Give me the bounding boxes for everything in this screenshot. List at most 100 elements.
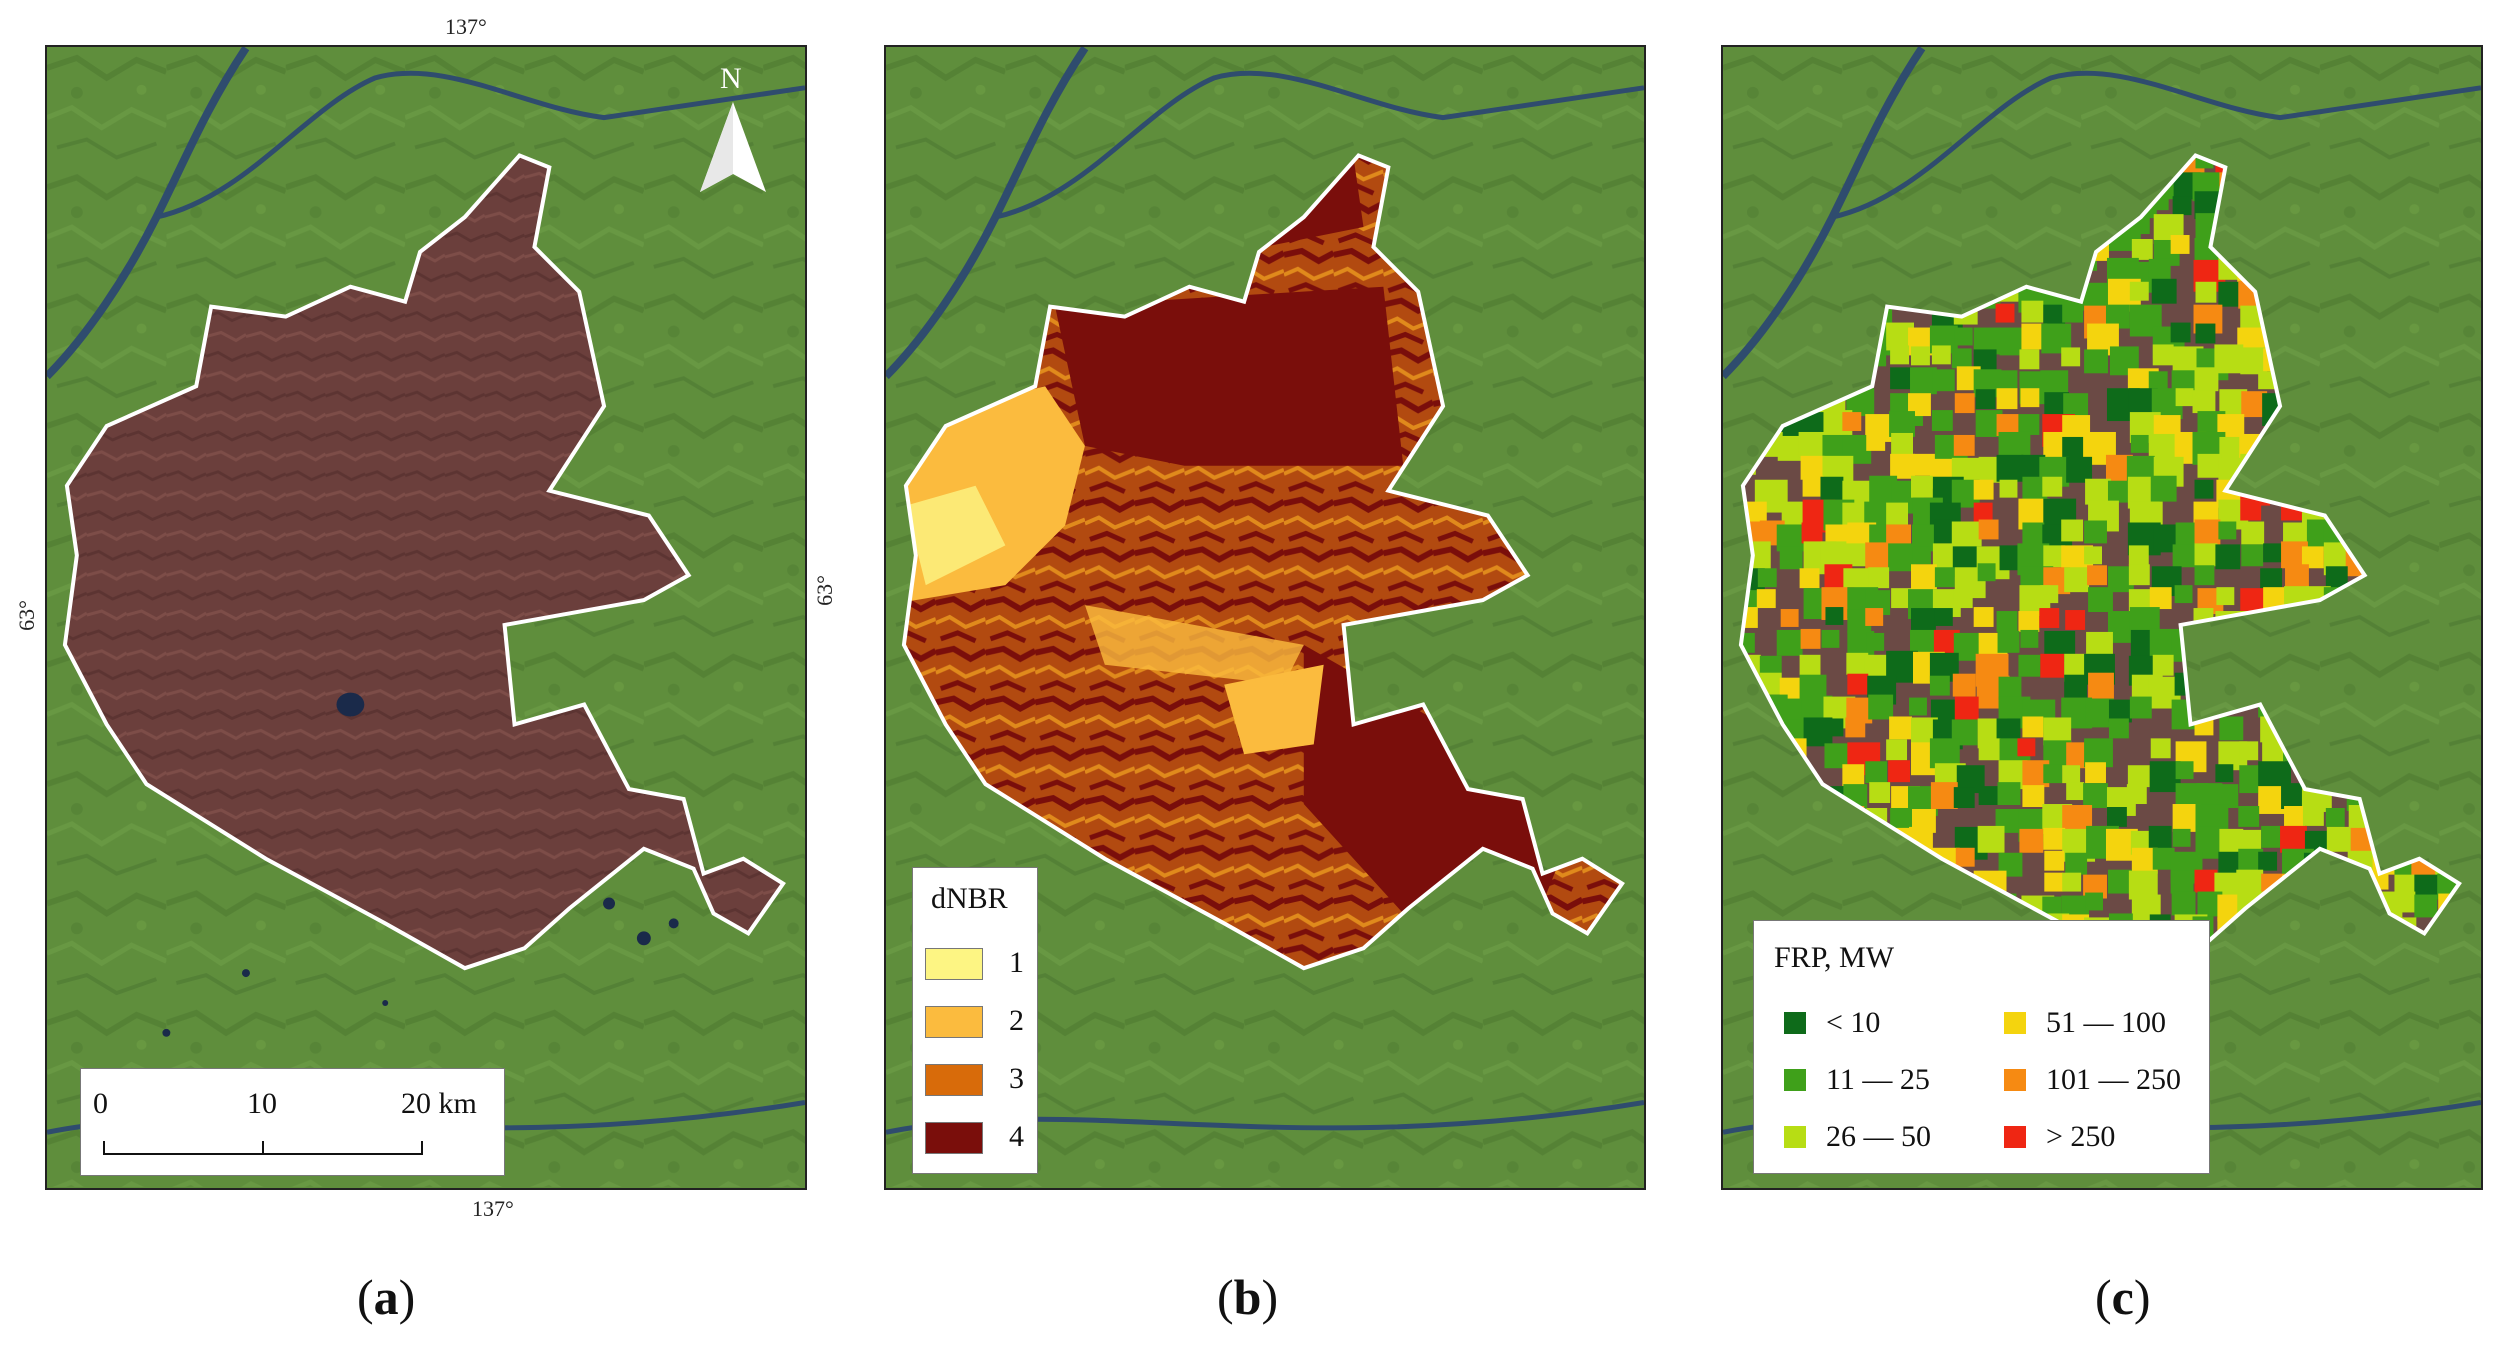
frp-pixel bbox=[2194, 565, 2215, 586]
caption-paren: ) bbox=[1261, 1269, 1279, 1325]
frp-pixel bbox=[1929, 675, 1950, 696]
frp-pixel bbox=[2150, 738, 2171, 759]
frp-pixel bbox=[2108, 718, 2129, 739]
frp-pixel bbox=[2022, 522, 2045, 545]
frp-pixel bbox=[2040, 585, 2059, 604]
frp-pixel bbox=[1978, 738, 2001, 761]
frp-pixel bbox=[2084, 349, 2108, 374]
legend-swatch bbox=[1784, 1126, 1806, 1148]
frp-pixel bbox=[2088, 587, 2113, 613]
frp-pixel bbox=[2043, 304, 2066, 327]
legend-swatch bbox=[925, 1064, 983, 1096]
frp-pixel bbox=[2062, 301, 2084, 323]
dnbr-map-b bbox=[886, 47, 1644, 1187]
frp-pixel bbox=[2022, 716, 2044, 738]
legend-swatch bbox=[2004, 1012, 2026, 1034]
frp-pixel bbox=[2301, 546, 2324, 569]
frp-pixel bbox=[2260, 568, 2283, 591]
frp-pixel bbox=[2325, 566, 2348, 589]
frp-pixel bbox=[1847, 673, 1869, 695]
frp-pixel bbox=[2039, 608, 2060, 628]
frp-pixel bbox=[2126, 784, 2147, 805]
frp-pixel bbox=[2240, 347, 2268, 375]
frp-pixel bbox=[1911, 564, 1937, 591]
frp-pixel bbox=[2040, 653, 2065, 678]
frp-pixel bbox=[2216, 587, 2235, 606]
caption-a: (a) bbox=[357, 1268, 415, 1326]
frp-pixel bbox=[2214, 344, 2244, 374]
frp-pixel bbox=[1996, 370, 2018, 392]
frp-pixel bbox=[2105, 304, 2130, 329]
frp-pixel bbox=[1845, 717, 1866, 738]
frp-pixel bbox=[2148, 825, 2172, 849]
frp-pixel bbox=[1802, 475, 1824, 497]
frp-pixel bbox=[1911, 608, 1936, 633]
frp-pixel bbox=[1973, 479, 1994, 500]
frp-pixel bbox=[1973, 502, 1993, 522]
frp-pixel bbox=[2263, 543, 2283, 563]
frp-pixel bbox=[1821, 629, 1840, 648]
legend-dnbr: dNBR 1 2 3 4 bbox=[912, 867, 1038, 1174]
frp-pixel bbox=[2018, 654, 2041, 677]
river bbox=[155, 70, 805, 220]
frp-pixel bbox=[2394, 891, 2416, 913]
frp-pixel bbox=[2150, 475, 2177, 502]
legend-swatch bbox=[2004, 1126, 2026, 1148]
frp-pixel bbox=[2087, 565, 2107, 586]
river bbox=[1831, 70, 2481, 220]
frp-pixel bbox=[2194, 367, 2219, 392]
frp-pixel bbox=[1996, 388, 2018, 410]
frp-pixel bbox=[1779, 546, 1803, 570]
frp-pixel bbox=[1997, 782, 2021, 806]
legend-label: 101 — 250 bbox=[2046, 1063, 2181, 1096]
frp-pixel bbox=[2326, 826, 2352, 852]
frp-pixel bbox=[2022, 785, 2045, 807]
frp-pixel bbox=[1934, 567, 1955, 588]
legend-label: 2 bbox=[1009, 1004, 1024, 1037]
north-label: N bbox=[720, 62, 742, 95]
frp-pixel bbox=[2172, 544, 2196, 568]
frp-pixel bbox=[2044, 872, 2064, 892]
frp-pixel bbox=[1800, 455, 1825, 480]
fire-perimeter bbox=[62, 153, 786, 971]
frp-pixel bbox=[1890, 367, 1913, 390]
frp-pixel bbox=[1891, 588, 1912, 609]
frp-pixel bbox=[2170, 322, 2191, 343]
frp-pixel bbox=[2044, 850, 2065, 871]
frp-pixel bbox=[2149, 761, 2181, 793]
lake bbox=[162, 897, 679, 1037]
legend-item: 2 bbox=[925, 1004, 1035, 1042]
legend-label: 1 bbox=[1009, 946, 1024, 979]
frp-pixel bbox=[1911, 475, 1933, 498]
scale-bar: 0 10 20 km bbox=[80, 1068, 505, 1176]
frp-pixel bbox=[2218, 521, 2237, 540]
frp-pixel bbox=[1886, 739, 1908, 761]
frp-pixel bbox=[2258, 851, 2278, 871]
frp-pixel bbox=[2066, 456, 2093, 483]
frp-pixel bbox=[2107, 869, 2132, 894]
frp-pixel bbox=[2062, 765, 2081, 784]
frp-pixel bbox=[2215, 764, 2234, 783]
map-panel-b bbox=[884, 45, 1646, 1190]
frp-pixel bbox=[1890, 453, 1915, 479]
frp-pixel bbox=[2085, 892, 2103, 911]
frp-pixel bbox=[1890, 807, 1913, 830]
frp-pixel bbox=[2042, 896, 2062, 916]
frp-pixel bbox=[2194, 869, 2218, 893]
frp-pixel bbox=[2195, 323, 2216, 344]
frp-pixel bbox=[2020, 388, 2040, 408]
frp-pixel bbox=[1869, 782, 1891, 804]
frp-pixel bbox=[2238, 806, 2260, 827]
lat-label-left: 63° bbox=[14, 600, 39, 631]
legend-label: 26 — 50 bbox=[1826, 1120, 1931, 1153]
frp-pixel bbox=[2262, 741, 2286, 765]
frp-pixel bbox=[1889, 411, 1915, 437]
frp-pixel bbox=[1824, 743, 1850, 769]
frp-pixel bbox=[1800, 628, 1821, 649]
frp-pixel bbox=[2302, 805, 2324, 826]
caption-letter: a bbox=[373, 1269, 399, 1325]
legend-frp: FRP, MW < 10 11 — 25 26 — 50 51 — 100 10… bbox=[1753, 920, 2210, 1174]
frp-pixel bbox=[1890, 345, 1910, 365]
legend-swatch bbox=[925, 948, 983, 980]
caption-letter: c bbox=[2111, 1269, 2134, 1325]
